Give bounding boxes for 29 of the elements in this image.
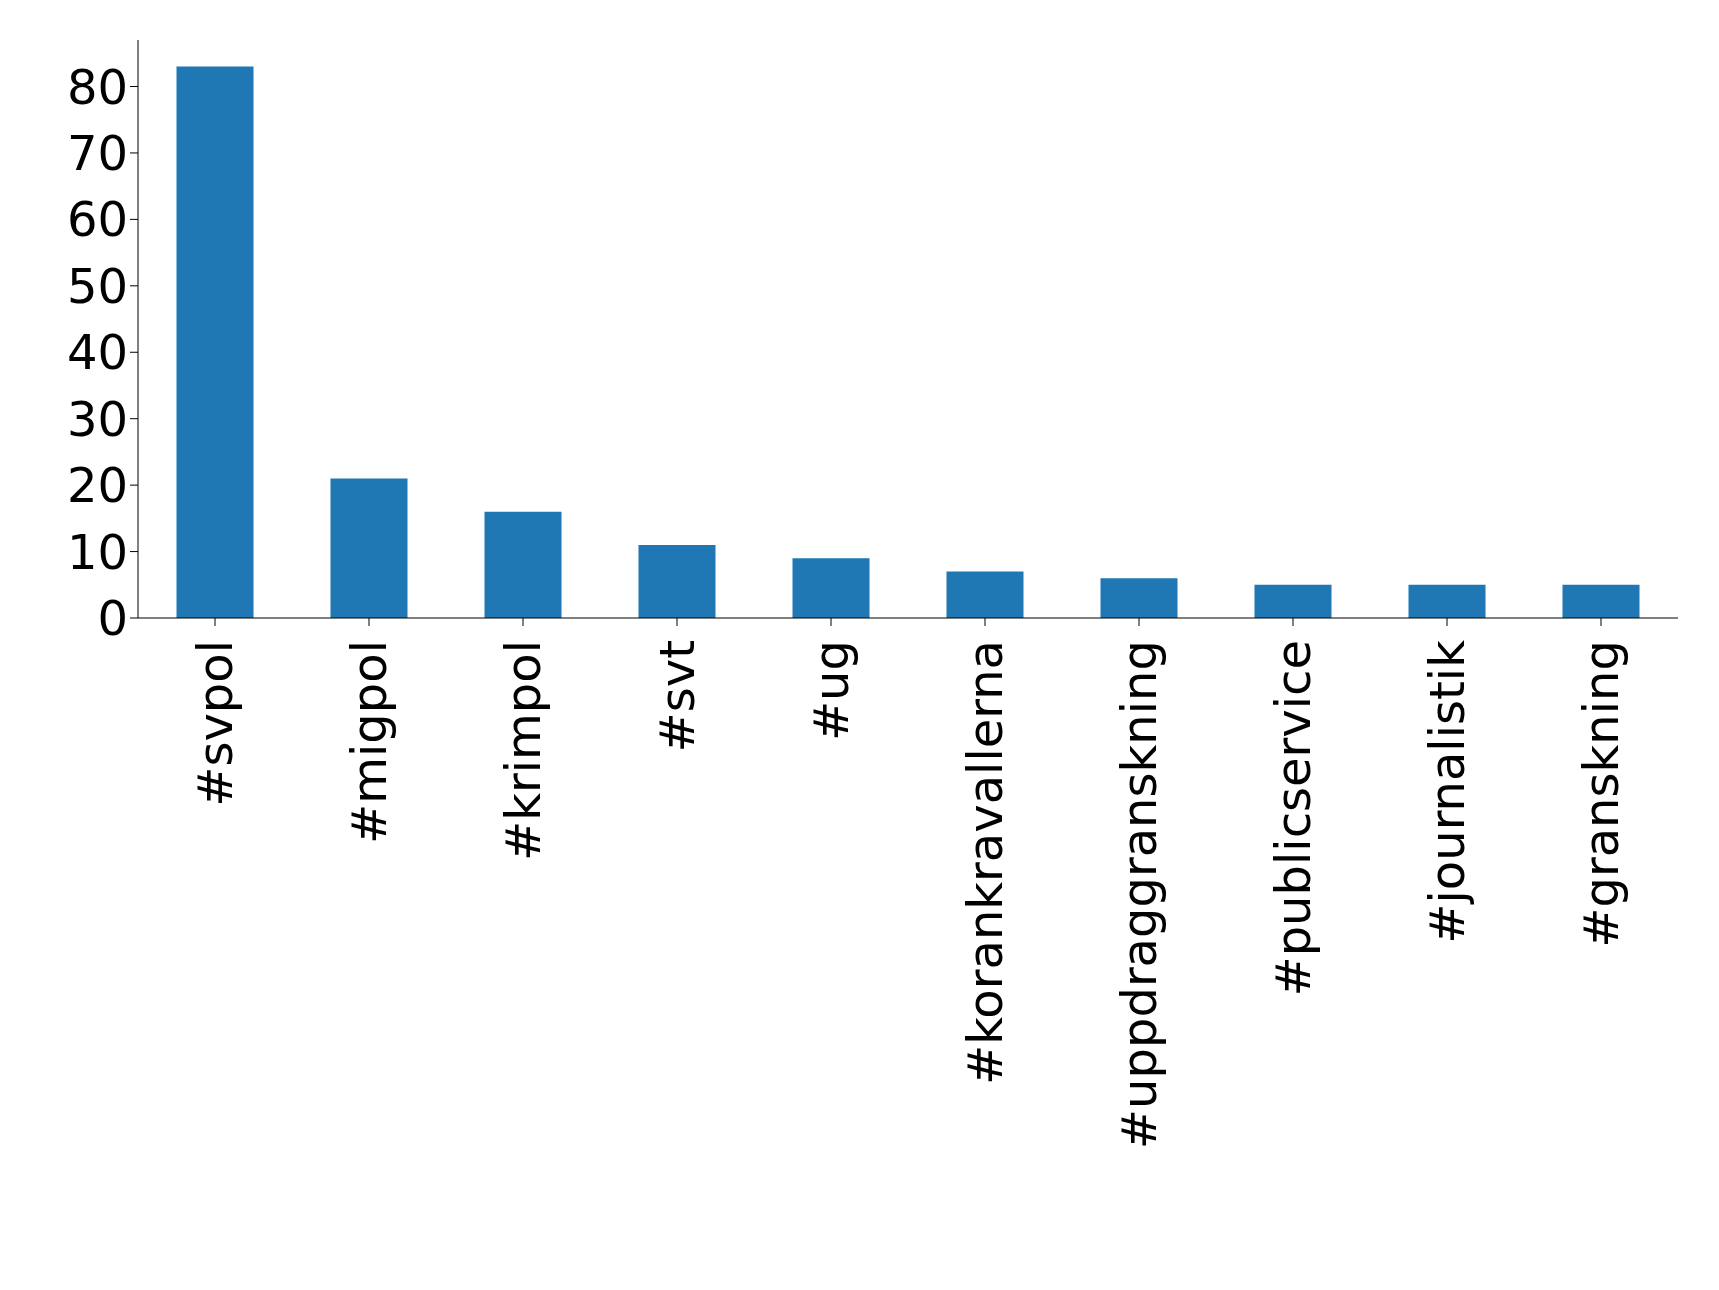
bar (638, 544, 716, 618)
x-tick-label: #migpol (341, 640, 397, 844)
bar (946, 571, 1024, 618)
x-tick-label: #journalistik (1419, 639, 1475, 944)
y-tick-label: 30 (66, 390, 128, 447)
x-tick-label: #svpol (187, 640, 243, 807)
x-tick-label: #krimpol (495, 640, 551, 862)
bar (1408, 584, 1486, 618)
x-tick-label: #ug (803, 640, 859, 742)
y-tick-label: 70 (66, 124, 128, 181)
x-tick-label: #korankravallerna (957, 640, 1013, 1085)
y-tick-label: 60 (66, 191, 128, 248)
bar (792, 558, 870, 618)
x-tick-label: #svt (649, 640, 705, 753)
x-tick-label: #granskning (1573, 640, 1629, 948)
bar (1254, 584, 1332, 618)
bar (1562, 584, 1640, 618)
x-tick-label: #uppdraggranskning (1111, 640, 1167, 1150)
bar (1100, 578, 1178, 618)
y-tick-label: 50 (66, 257, 128, 314)
y-tick-label: 80 (66, 58, 128, 115)
x-tick-label: #publicservice (1265, 640, 1321, 997)
bar (176, 66, 254, 618)
y-tick-label: 10 (66, 523, 128, 580)
y-tick-label: 40 (66, 324, 128, 381)
bar (484, 511, 562, 618)
bar (330, 478, 408, 618)
y-tick-label: 20 (66, 457, 128, 514)
y-tick-label: 0 (97, 590, 128, 647)
